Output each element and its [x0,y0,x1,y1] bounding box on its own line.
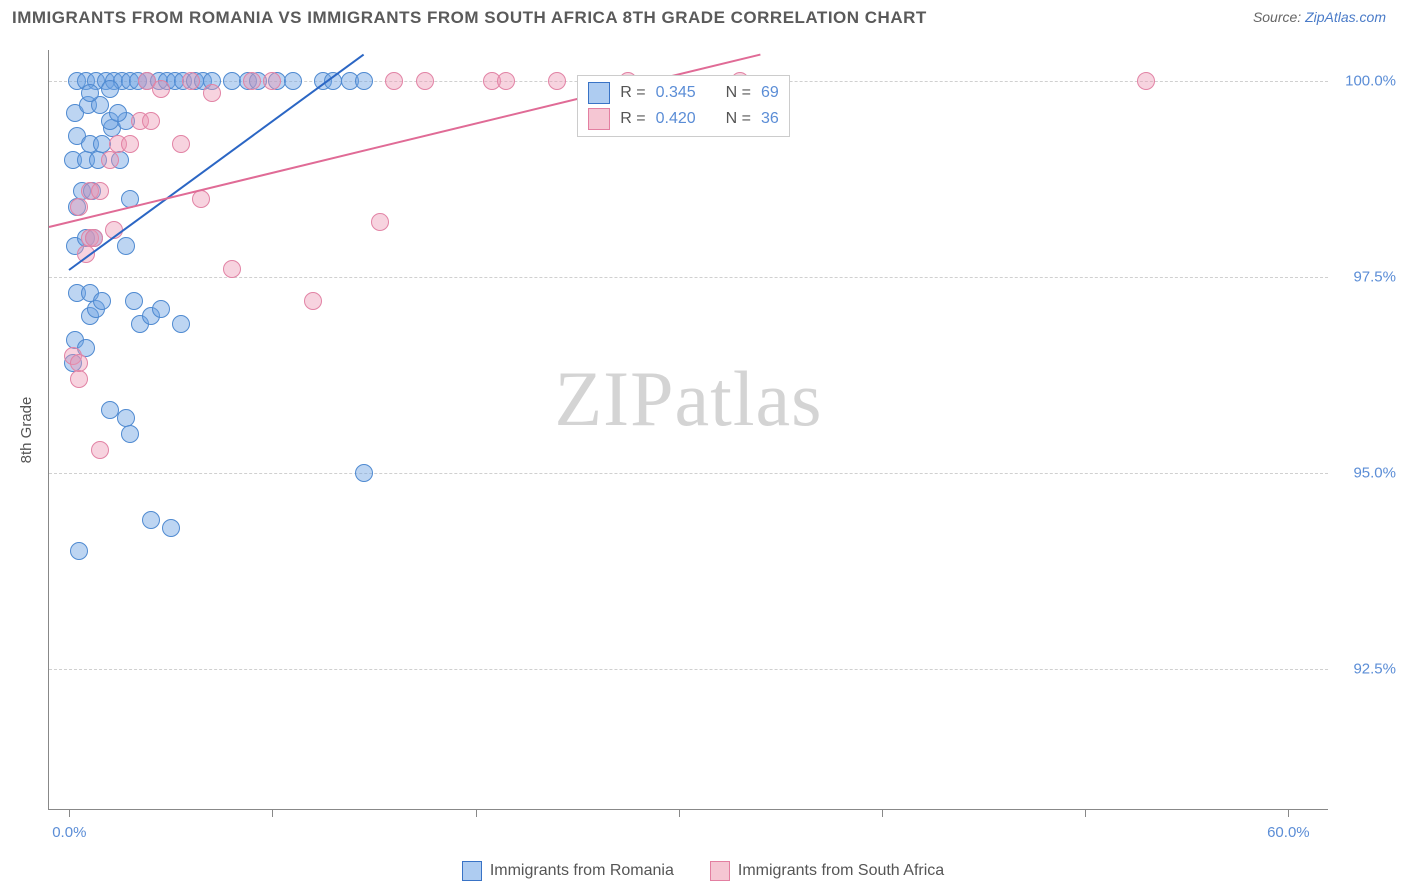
scatter-point-romania [355,72,373,90]
gridline-horizontal [49,473,1328,474]
scatter-point-south_africa [385,72,403,90]
y-tick-label: 95.0% [1353,465,1396,482]
chart-title: IMMIGRANTS FROM ROMANIA VS IMMIGRANTS FR… [12,8,927,28]
r-value: 0.345 [656,84,696,102]
watermark-zip: ZIP [555,355,675,442]
scatter-point-south_africa [182,72,200,90]
legend-color-square [462,861,482,881]
n-label: N = [726,84,751,102]
r-value: 0.420 [656,110,696,128]
r-label: R = [620,84,645,102]
scatter-point-romania [284,72,302,90]
scatter-point-south_africa [85,229,103,247]
scatter-point-south_africa [91,182,109,200]
scatter-point-south_africa [1137,72,1155,90]
scatter-point-romania [101,80,119,98]
legend-color-square [710,861,730,881]
scatter-point-south_africa [70,370,88,388]
scatter-point-south_africa [416,72,434,90]
scatter-point-south_africa [101,151,119,169]
scatter-point-south_africa [304,292,322,310]
stats-box: R = 0.345 N = 69 R = 0.420 N = 36 [577,75,790,137]
scatter-point-romania [125,292,143,310]
scatter-point-south_africa [142,112,160,130]
scatter-point-romania [162,519,180,537]
scatter-point-south_africa [203,84,221,102]
y-tick-label: 100.0% [1345,73,1396,90]
legend-color-square [588,108,610,130]
scatter-point-south_africa [548,72,566,90]
legend-item: Immigrants from South Africa [710,861,944,881]
stats-row: R = 0.420 N = 36 [588,106,779,132]
gridline-horizontal [49,277,1328,278]
source-attribution: Source: ZipAtlas.com [1253,9,1386,27]
scatter-point-south_africa [172,135,190,153]
y-tick-label: 92.5% [1353,660,1396,677]
scatter-point-romania [121,425,139,443]
r-label: R = [620,110,645,128]
x-tick [272,809,273,817]
scatter-point-south_africa [497,72,515,90]
scatter-point-romania [355,464,373,482]
scatter-point-romania [117,237,135,255]
bottom-legend: Immigrants from Romania Immigrants from S… [0,861,1406,886]
gridline-horizontal [49,669,1328,670]
x-tick-label: 60.0% [1267,824,1310,841]
scatter-point-romania [70,542,88,560]
y-tick-label: 97.5% [1353,269,1396,286]
watermark: ZIPatlas [555,354,823,444]
y-axis-label: 8th Grade [18,397,35,464]
scatter-point-romania [172,315,190,333]
scatter-point-south_africa [243,72,261,90]
n-value: 36 [761,110,779,128]
legend-label: Immigrants from Romania [490,862,674,880]
x-tick [882,809,883,817]
legend-label: Immigrants from South Africa [738,862,944,880]
x-tick [679,809,680,817]
source-prefix: Source: [1253,9,1305,25]
scatter-point-romania [152,300,170,318]
x-tick [476,809,477,817]
scatter-point-south_africa [371,213,389,231]
scatter-point-romania [93,292,111,310]
scatter-point-south_africa [152,80,170,98]
scatter-point-romania [142,511,160,529]
x-tick [1288,809,1289,817]
scatter-point-south_africa [91,441,109,459]
scatter-point-south_africa [70,198,88,216]
x-tick-label: 0.0% [52,824,86,841]
watermark-atlas: atlas [675,355,823,442]
n-value: 69 [761,84,779,102]
x-tick [1085,809,1086,817]
scatter-point-romania [109,104,127,122]
scatter-point-romania [81,84,99,102]
legend-item: Immigrants from Romania [462,861,674,881]
scatter-point-south_africa [70,354,88,372]
chart-plot-area: ZIPatlas 92.5%95.0%97.5%100.0%0.0%60.0%R… [48,50,1328,810]
scatter-point-south_africa [263,72,281,90]
scatter-point-south_africa [121,135,139,153]
legend-color-square [588,82,610,104]
x-tick [69,809,70,817]
stats-row: R = 0.345 N = 69 [588,80,779,106]
scatter-point-south_africa [223,260,241,278]
n-label: N = [726,110,751,128]
source-link[interactable]: ZipAtlas.com [1305,9,1386,25]
